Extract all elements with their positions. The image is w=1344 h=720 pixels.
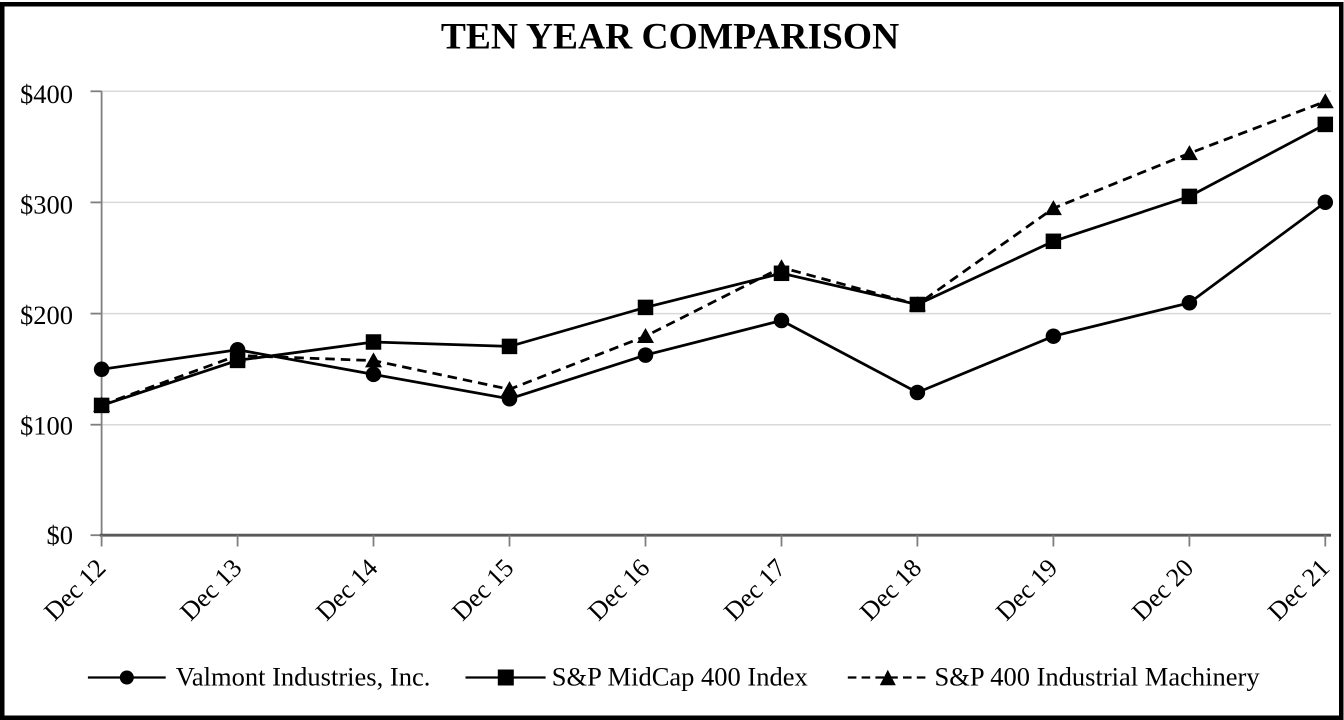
- svg-text:Dec 20: Dec 20: [1126, 553, 1199, 626]
- svg-text:TEN YEAR COMPARISON: TEN YEAR COMPARISON: [441, 17, 899, 58]
- svg-text:Dec 21: Dec 21: [1262, 553, 1335, 626]
- svg-text:S&P 400 Industrial Machinery: S&P 400 Industrial Machinery: [935, 662, 1261, 692]
- svg-text:$400: $400: [20, 79, 73, 109]
- svg-text:$0: $0: [47, 520, 74, 550]
- svg-text:S&P MidCap 400 Index: S&P MidCap 400 Index: [552, 662, 808, 692]
- svg-text:$100: $100: [20, 411, 73, 441]
- svg-text:Dec 15: Dec 15: [446, 553, 519, 626]
- svg-text:Valmont Industries, Inc.: Valmont Industries, Inc.: [176, 662, 431, 692]
- svg-text:Dec 16: Dec 16: [582, 553, 655, 626]
- svg-text:Dec 13: Dec 13: [174, 553, 247, 626]
- svg-text:$300: $300: [20, 189, 73, 219]
- svg-text:Dec 18: Dec 18: [854, 553, 927, 626]
- svg-text:Dec 12: Dec 12: [38, 553, 111, 626]
- svg-text:Dec 17: Dec 17: [718, 553, 791, 626]
- svg-text:$200: $200: [20, 300, 73, 330]
- svg-text:Dec 14: Dec 14: [310, 553, 383, 626]
- svg-text:Dec 19: Dec 19: [990, 553, 1063, 626]
